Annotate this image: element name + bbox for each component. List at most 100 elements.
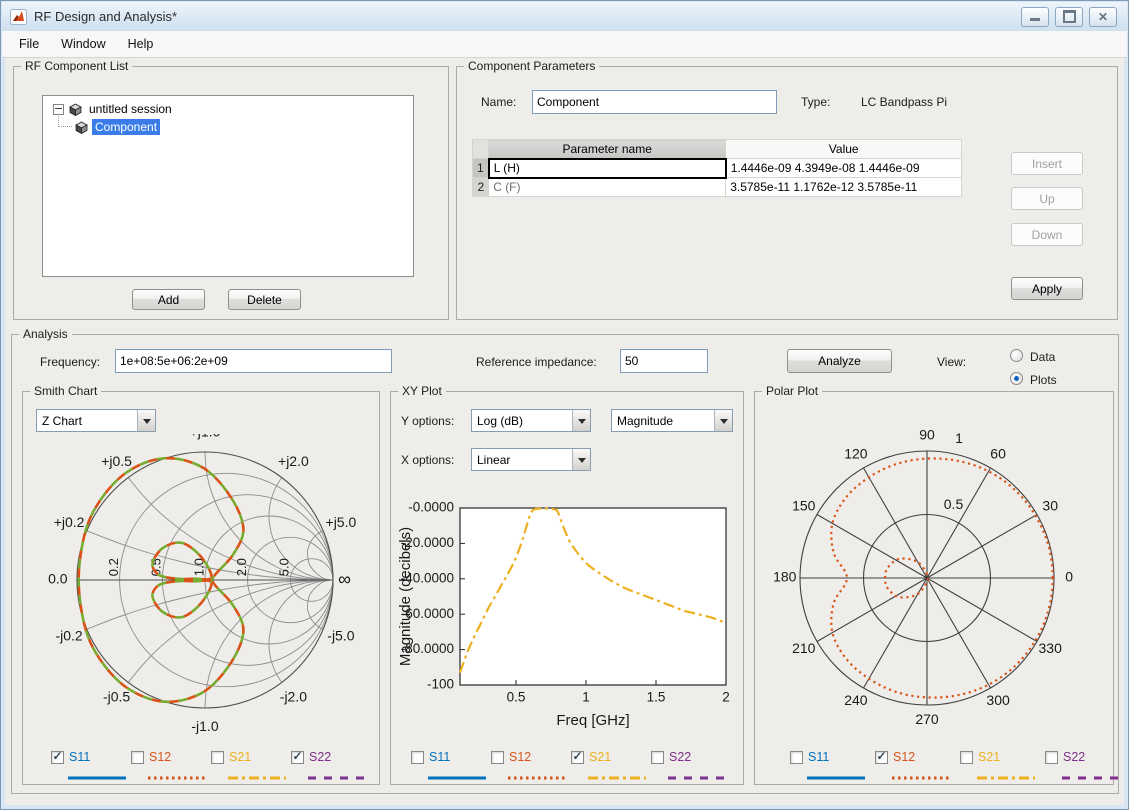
- analyze-button[interactable]: Analyze: [787, 349, 892, 373]
- delete-button[interactable]: Delete: [228, 289, 301, 310]
- polar-plot-panel: Polar Plot 0 30 60 90 120 150 180 210 240 270 300 3…: [754, 384, 1120, 785]
- menu-bar: File Window Help: [2, 31, 1127, 58]
- s21-checkbox[interactable]: ✓: [960, 750, 973, 764]
- s12-checkbox[interactable]: ✓: [875, 749, 888, 764]
- dropdown-arrow-icon[interactable]: [137, 410, 155, 431]
- view-data-radio[interactable]: [1010, 349, 1023, 362]
- s11-label: S11: [429, 750, 451, 764]
- y-options-label: Y options:: [401, 414, 455, 428]
- dropdown-arrow-icon[interactable]: [714, 410, 732, 431]
- view-plots-label[interactable]: Plots: [1030, 373, 1057, 387]
- s12-checkbox[interactable]: ✓: [131, 750, 144, 764]
- dropdown-arrow-icon[interactable]: [572, 449, 590, 470]
- s12-checkbox[interactable]: ✓: [491, 750, 504, 764]
- s11-checkbox[interactable]: ✓: [411, 750, 424, 764]
- add-button[interactable]: Add: [132, 289, 205, 310]
- svg-text:1: 1: [582, 690, 590, 705]
- x-scale-value: Linear: [477, 452, 511, 467]
- s21-checkbox[interactable]: ✓: [211, 750, 224, 764]
- x-options-label: X options:: [401, 453, 455, 467]
- apply-button[interactable]: Apply: [1011, 277, 1083, 300]
- xy-s22-legend[interactable]: ✓ S22: [651, 750, 731, 782]
- polar-s21-legend[interactable]: ✓ S21: [960, 750, 1040, 782]
- component-cube-icon: [69, 103, 82, 116]
- x-scale-select[interactable]: Linear: [471, 448, 591, 471]
- svg-text:+j5.0: +j5.0: [326, 514, 357, 530]
- collapse-icon[interactable]: [53, 103, 64, 115]
- svg-text:∞: ∞: [338, 569, 351, 589]
- table-header-row: Parameter name Value: [471, 139, 963, 159]
- svg-text:5.0: 5.0: [277, 558, 292, 576]
- reference-impedance-field[interactable]: [620, 349, 708, 373]
- menu-file[interactable]: File: [19, 37, 40, 51]
- tree-item-component[interactable]: Component: [75, 119, 161, 135]
- param-value-cell[interactable]: 1.4446e-09 4.3949e-08 1.4446e-09: [725, 158, 963, 178]
- close-button[interactable]: ✕: [1089, 6, 1117, 27]
- polar-s11-legend[interactable]: ✓ S11: [790, 750, 870, 782]
- param-name-cell[interactable]: L (H): [487, 157, 727, 179]
- svg-text:330: 330: [1039, 640, 1063, 656]
- s12-label: S12: [149, 750, 172, 764]
- smith-s21-legend[interactable]: ✓ S21: [211, 750, 291, 782]
- name-field[interactable]: [532, 90, 777, 114]
- insert-button[interactable]: Insert: [1011, 152, 1083, 175]
- view-plots-radio[interactable]: [1010, 372, 1023, 385]
- svg-text:Freq [GHz]: Freq [GHz]: [556, 712, 629, 729]
- svg-text:180: 180: [773, 569, 797, 585]
- smith-s12-legend[interactable]: ✓ S12: [131, 750, 211, 782]
- smith-s22-legend[interactable]: ✓ S22: [291, 749, 371, 782]
- svg-text:60: 60: [990, 446, 1006, 462]
- s12-label: S12: [509, 750, 532, 764]
- down-button[interactable]: Down: [1011, 223, 1083, 246]
- tree-connector-v: [58, 114, 59, 127]
- s22-label: S22: [669, 750, 692, 764]
- menu-help[interactable]: Help: [127, 37, 154, 51]
- frequency-field[interactable]: [115, 349, 392, 373]
- type-value: LC Bandpass Pi: [861, 95, 948, 109]
- s21-checkbox[interactable]: ✓: [571, 749, 584, 764]
- smith-chart-title: Smith Chart: [30, 384, 102, 398]
- s11-checkbox[interactable]: ✓: [790, 750, 803, 764]
- view-data-label[interactable]: Data: [1030, 350, 1056, 364]
- matlab-logo-icon: [10, 8, 27, 25]
- xy-s12-legend[interactable]: ✓ S12: [491, 750, 571, 782]
- xy-s21-legend[interactable]: ✓ S21: [571, 749, 651, 782]
- s22-checkbox[interactable]: ✓: [1045, 750, 1058, 764]
- smith-chart-type-select[interactable]: Z Chart: [36, 409, 156, 432]
- s21-label: S21: [589, 750, 612, 764]
- s11-checkbox[interactable]: ✓: [51, 749, 64, 764]
- y-quantity-select[interactable]: Magnitude: [611, 409, 733, 432]
- tree-item-component-label[interactable]: Component: [92, 119, 161, 135]
- tree-item-session[interactable]: untitled session: [53, 101, 175, 117]
- component-tree[interactable]: untitled session Component: [42, 95, 414, 277]
- up-button[interactable]: Up: [1011, 187, 1083, 210]
- polar-s12-legend[interactable]: ✓ S12: [875, 749, 955, 782]
- s12-label: S12: [893, 750, 916, 764]
- menu-window[interactable]: Window: [61, 37, 106, 51]
- minimize-button[interactable]: [1021, 6, 1049, 27]
- smith-chart-panel: Smith Chart Z Chart +j0.2 +j0.5 +j1.0 +j2.0…: [22, 384, 380, 785]
- svg-text:-60.0000: -60.0000: [401, 606, 454, 621]
- param-value-cell[interactable]: 3.5785e-11 1.1762e-12 3.5785e-11: [725, 177, 963, 197]
- title-bar[interactable]: RF Design and Analysis* ✕: [2, 2, 1127, 31]
- param-name-cell[interactable]: C (F): [488, 177, 727, 197]
- table-row: 1 L (H) 1.4446e-09 4.3949e-08 1.4446e-09: [471, 157, 963, 179]
- polar-plot-title: Polar Plot: [762, 384, 823, 398]
- component-cube-icon: [75, 121, 88, 134]
- svg-text:-40.0000: -40.0000: [401, 570, 454, 585]
- s22-checkbox[interactable]: ✓: [651, 750, 664, 764]
- smith-s11-legend[interactable]: ✓ S11: [51, 749, 131, 782]
- xy-s11-legend[interactable]: ✓ S11: [411, 750, 491, 782]
- y-scale-select[interactable]: Log (dB): [471, 409, 591, 432]
- maximize-button[interactable]: [1055, 6, 1083, 27]
- analysis-panel: Analysis Frequency: Reference impedance:…: [11, 327, 1120, 794]
- svg-text:0.5: 0.5: [944, 496, 964, 512]
- polar-s22-legend[interactable]: ✓ S22: [1045, 750, 1125, 782]
- svg-text:Magnitude (decibels): Magnitude (decibels): [397, 527, 414, 666]
- tree-item-session-label[interactable]: untitled session: [89, 102, 172, 116]
- rf-component-list-title: RF Component List: [21, 59, 133, 73]
- dropdown-arrow-icon[interactable]: [572, 410, 590, 431]
- name-label: Name:: [481, 95, 517, 109]
- s22-checkbox[interactable]: ✓: [291, 749, 304, 764]
